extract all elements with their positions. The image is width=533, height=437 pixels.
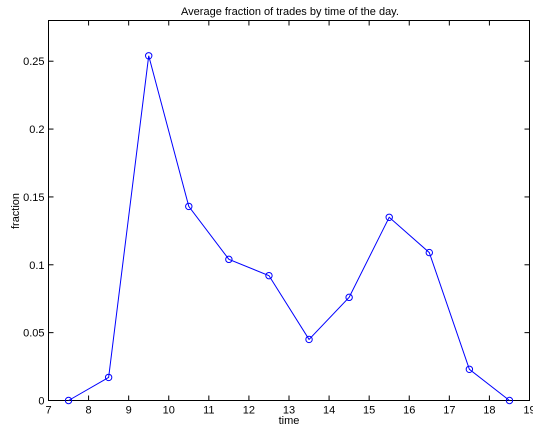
x-axis-ticks: 7 8 9 10 11 12 13 14 15 16 17 18 19 xyxy=(45,20,533,417)
data-point xyxy=(345,293,353,302)
x-tick-label: 8 xyxy=(86,405,92,417)
data-point xyxy=(185,202,193,211)
y-tick-label: 0 xyxy=(38,396,44,408)
chart-title: Average fraction of trades by time of th… xyxy=(181,6,399,18)
data-point xyxy=(505,396,514,405)
x-tick-label: 15 xyxy=(363,405,375,417)
data-point xyxy=(305,335,313,344)
x-tick-label: 9 xyxy=(126,405,132,417)
data-point xyxy=(385,213,393,221)
x-axis-label: time xyxy=(279,415,300,427)
x-tick-label: 16 xyxy=(403,405,415,417)
x-tick-label: 11 xyxy=(203,405,214,417)
x-tick-label: 10 xyxy=(163,405,175,417)
data-point xyxy=(225,255,233,264)
series-line xyxy=(68,55,510,401)
y-tick-label: 0.25 xyxy=(23,56,44,68)
x-tick-label: 19 xyxy=(523,405,533,417)
x-tick-label: 14 xyxy=(323,405,335,417)
y-tick-label: 0.2 xyxy=(29,124,44,136)
x-tick-label: 18 xyxy=(483,405,495,417)
x-tick-label: 13 xyxy=(283,405,295,417)
data-point xyxy=(104,373,113,382)
data-point xyxy=(265,271,273,280)
plot-frame xyxy=(48,20,530,401)
data-point xyxy=(425,248,433,257)
x-tick-label: 17 xyxy=(443,405,455,417)
y-tick-label: 0.05 xyxy=(23,328,44,340)
y-axis-ticks: 0 0.05 0.1 0.15 0.2 0.25 xyxy=(23,56,530,408)
y-tick-label: 0.1 xyxy=(29,260,44,272)
data-point xyxy=(145,52,153,60)
x-tick-label: 7 xyxy=(45,405,51,417)
y-axis-label: fraction xyxy=(10,193,22,229)
x-tick-label: 12 xyxy=(243,405,255,417)
data-point xyxy=(64,396,73,405)
data-point xyxy=(465,365,474,373)
y-tick-label: 0.15 xyxy=(23,192,44,204)
series-layer xyxy=(64,52,514,405)
